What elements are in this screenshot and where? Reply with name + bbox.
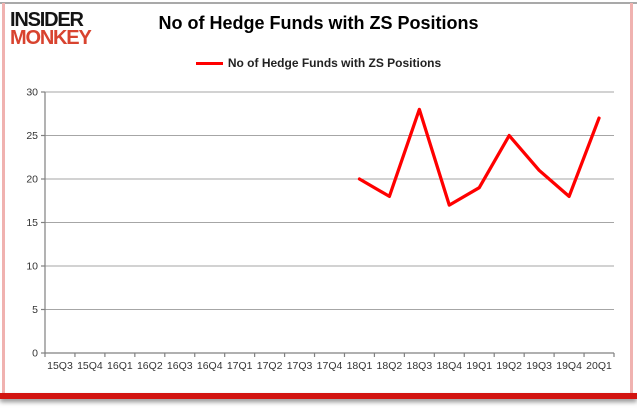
x-axis-label: 18Q4: [436, 360, 462, 372]
x-axis-label: 16Q4: [197, 360, 223, 372]
chart-title: No of Hedge Funds with ZS Positions: [158, 13, 479, 33]
x-axis-label: 16Q2: [137, 360, 163, 372]
x-axis-label: 18Q1: [347, 360, 373, 372]
x-axis-label: 15Q4: [77, 360, 103, 372]
frame-edge-left: [2, 3, 5, 394]
x-axis-label: 17Q2: [257, 360, 283, 372]
x-axis-label: 20Q1: [586, 360, 612, 372]
legend-label: No of Hedge Funds with ZS Positions: [227, 56, 442, 70]
frame-edge-right: [630, 3, 633, 394]
x-axis-label: 19Q2: [496, 360, 522, 372]
x-axis-label: 16Q3: [167, 360, 193, 372]
frame-edge-bottom: [0, 393, 637, 399]
insider-monkey-logo: INSIDER MONKEY: [10, 9, 92, 50]
y-axis-label: 10: [26, 261, 38, 273]
y-axis-label: 15: [26, 217, 38, 229]
y-axis-label: 30: [26, 87, 38, 99]
logo-line-monkey: MONKEY: [10, 27, 92, 50]
y-axis-label: 25: [26, 130, 38, 142]
y-axis-label: 20: [26, 174, 38, 186]
x-axis-label: 15Q3: [47, 360, 73, 372]
y-axis-label: 0: [32, 348, 38, 360]
x-axis-label: 17Q4: [317, 360, 343, 372]
frame-edge-top: [0, 2, 637, 4]
x-axis-label: 19Q3: [526, 360, 552, 372]
x-axis-label: 18Q2: [377, 360, 403, 372]
logo-line-insider: INSIDER: [10, 9, 84, 31]
x-axis-label: 19Q4: [556, 360, 582, 372]
y-axis-label: 5: [32, 304, 38, 316]
x-axis-label: 17Q1: [227, 360, 253, 372]
x-axis-label: 16Q1: [107, 360, 133, 372]
x-axis-label: 19Q1: [466, 360, 492, 372]
legend-line-swatch: [195, 61, 223, 65]
x-axis-label: 18Q3: [406, 360, 432, 372]
hedge-funds-series-line: [357, 107, 601, 207]
x-axis-label: 17Q3: [287, 360, 313, 372]
legend: No of Hedge Funds with ZS Positions: [0, 56, 637, 70]
